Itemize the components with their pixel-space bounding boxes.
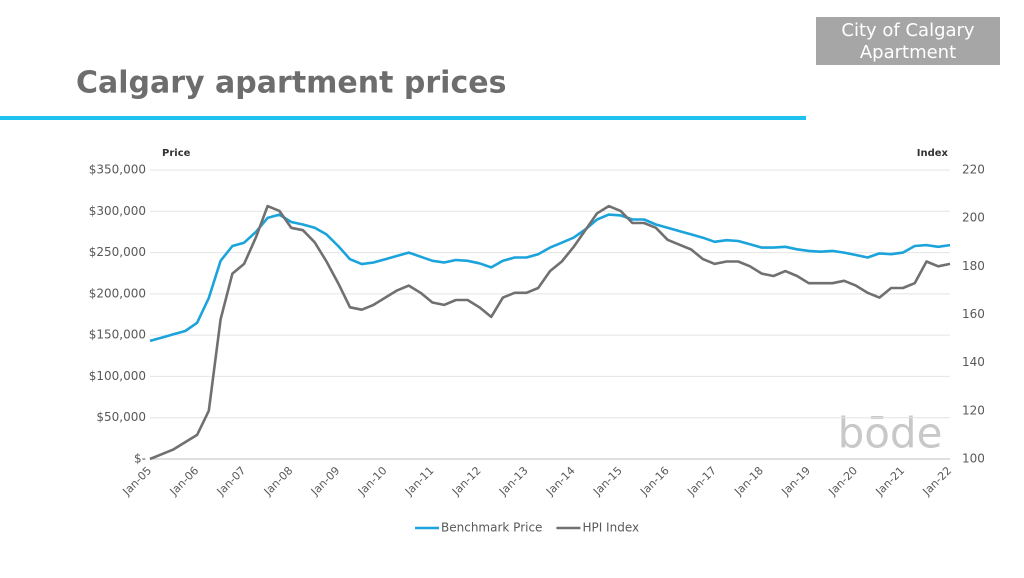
y2-axis-title: Index <box>917 148 949 159</box>
x-tick-label: Jan-18 <box>731 464 766 499</box>
y-axis-title: Price <box>162 148 191 159</box>
y-tick-label: $- <box>134 452 146 466</box>
y2-tick-label: 140 <box>962 355 985 369</box>
x-tick-label: Jan-12 <box>449 464 484 499</box>
y-tick-label: $250,000 <box>89 245 146 259</box>
legend-label: Benchmark Price <box>441 521 542 535</box>
x-tick-label: Jan-09 <box>308 464 343 499</box>
x-tick-label: Jan-11 <box>402 464 437 499</box>
y2-tick-label: 120 <box>962 403 985 417</box>
y-tick-label: $300,000 <box>89 204 146 218</box>
x-tick-label: Jan-16 <box>637 464 672 499</box>
y-tick-label: $200,000 <box>89 286 146 300</box>
y2-tick-label: 180 <box>962 259 985 273</box>
legend-label: HPI Index <box>582 521 639 535</box>
watermark: bōde <box>838 409 943 458</box>
x-tick-label: Jan-15 <box>590 464 625 499</box>
x-tick-label: Jan-19 <box>778 464 813 499</box>
x-tick-label: Jan-10 <box>355 464 390 499</box>
y2-tick-label: 160 <box>962 307 985 321</box>
x-tick-label: Jan-07 <box>214 464 249 499</box>
x-tick-label: Jan-08 <box>261 464 296 499</box>
y-tick-label: $50,000 <box>96 410 146 424</box>
x-tick-label: Jan-22 <box>920 464 955 499</box>
x-tick-label: Jan-20 <box>826 464 861 499</box>
tag-line: City of Calgary <box>841 20 975 41</box>
x-tick-label: Jan-17 <box>684 464 719 499</box>
x-tick-label: Jan-21 <box>873 464 908 499</box>
tag-box <box>816 17 1000 65</box>
y2-tick-label: 100 <box>962 452 985 466</box>
x-tick-label: Jan-06 <box>167 464 202 499</box>
y-tick-label: $150,000 <box>89 328 146 342</box>
x-tick-label: Jan-14 <box>543 464 578 499</box>
tag-line: Apartment <box>860 42 956 63</box>
x-tick-label: Jan-05 <box>120 464 155 499</box>
series-line <box>149 204 951 461</box>
y2-tick-label: 200 <box>962 211 985 225</box>
x-tick-label: Jan-13 <box>496 464 531 499</box>
title-rule <box>0 116 806 120</box>
y-tick-label: $100,000 <box>89 369 146 383</box>
chart-title: Calgary apartment prices <box>76 66 506 101</box>
y-tick-label: $350,000 <box>89 163 146 177</box>
series-line <box>149 213 951 343</box>
y2-tick-label: 220 <box>962 163 985 177</box>
